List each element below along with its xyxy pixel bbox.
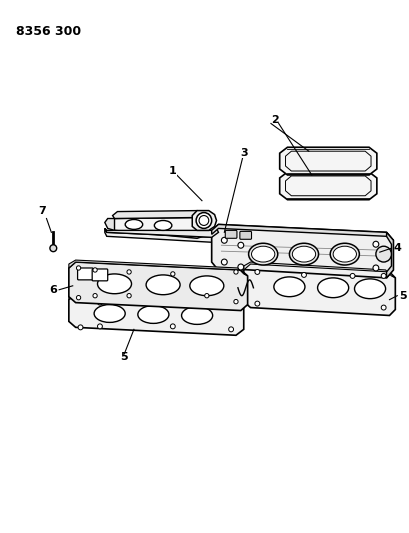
Polygon shape bbox=[386, 232, 392, 278]
Circle shape bbox=[254, 270, 259, 274]
Circle shape bbox=[380, 305, 385, 310]
Ellipse shape bbox=[354, 279, 384, 298]
Polygon shape bbox=[69, 260, 247, 276]
Ellipse shape bbox=[329, 243, 359, 265]
Ellipse shape bbox=[154, 221, 171, 230]
Circle shape bbox=[78, 325, 83, 330]
Ellipse shape bbox=[289, 243, 318, 265]
Text: 5: 5 bbox=[398, 290, 406, 301]
Ellipse shape bbox=[189, 276, 223, 296]
Ellipse shape bbox=[333, 246, 355, 262]
Circle shape bbox=[76, 295, 81, 300]
Polygon shape bbox=[243, 262, 394, 278]
Circle shape bbox=[349, 273, 354, 278]
Text: 4: 4 bbox=[392, 243, 400, 253]
Circle shape bbox=[237, 243, 243, 248]
Polygon shape bbox=[105, 219, 114, 230]
Circle shape bbox=[372, 265, 378, 271]
Polygon shape bbox=[285, 176, 370, 196]
Polygon shape bbox=[105, 229, 218, 237]
Ellipse shape bbox=[137, 305, 169, 324]
Circle shape bbox=[221, 259, 227, 265]
Polygon shape bbox=[69, 294, 243, 335]
Polygon shape bbox=[69, 262, 247, 311]
Circle shape bbox=[372, 241, 378, 247]
Polygon shape bbox=[279, 147, 376, 175]
Circle shape bbox=[170, 302, 175, 307]
Circle shape bbox=[380, 273, 385, 278]
Ellipse shape bbox=[292, 246, 315, 262]
Text: 7: 7 bbox=[38, 206, 45, 215]
Circle shape bbox=[170, 324, 175, 329]
Circle shape bbox=[375, 246, 391, 262]
Circle shape bbox=[228, 301, 233, 306]
Circle shape bbox=[93, 268, 97, 272]
Circle shape bbox=[301, 272, 306, 277]
Ellipse shape bbox=[146, 275, 180, 295]
FancyBboxPatch shape bbox=[77, 268, 93, 280]
Polygon shape bbox=[69, 292, 243, 308]
FancyBboxPatch shape bbox=[225, 230, 236, 238]
Circle shape bbox=[93, 294, 97, 298]
Text: 1: 1 bbox=[169, 166, 176, 176]
Polygon shape bbox=[211, 224, 392, 240]
Polygon shape bbox=[109, 217, 214, 238]
Circle shape bbox=[78, 297, 83, 302]
FancyBboxPatch shape bbox=[92, 269, 108, 281]
Circle shape bbox=[127, 270, 131, 274]
Ellipse shape bbox=[97, 274, 131, 294]
Circle shape bbox=[97, 300, 102, 305]
Circle shape bbox=[228, 327, 233, 332]
Circle shape bbox=[198, 215, 208, 225]
Ellipse shape bbox=[317, 278, 348, 297]
Ellipse shape bbox=[125, 220, 142, 229]
Text: 6: 6 bbox=[49, 285, 57, 295]
Polygon shape bbox=[243, 264, 394, 316]
Ellipse shape bbox=[94, 304, 125, 322]
Circle shape bbox=[254, 301, 259, 306]
Text: 3: 3 bbox=[239, 148, 247, 158]
Circle shape bbox=[170, 272, 175, 276]
Text: 5: 5 bbox=[120, 352, 128, 362]
Circle shape bbox=[196, 213, 211, 229]
Circle shape bbox=[237, 264, 243, 270]
Circle shape bbox=[50, 245, 56, 252]
Circle shape bbox=[127, 294, 131, 298]
Circle shape bbox=[97, 324, 102, 329]
Text: 8356 300: 8356 300 bbox=[16, 25, 81, 37]
Circle shape bbox=[221, 237, 227, 243]
Polygon shape bbox=[105, 229, 218, 243]
Circle shape bbox=[233, 300, 238, 304]
Circle shape bbox=[76, 266, 81, 270]
Polygon shape bbox=[192, 211, 216, 230]
Polygon shape bbox=[285, 151, 370, 171]
Polygon shape bbox=[279, 172, 376, 200]
Ellipse shape bbox=[248, 243, 277, 265]
Polygon shape bbox=[112, 211, 211, 222]
Circle shape bbox=[233, 270, 238, 274]
Polygon shape bbox=[211, 224, 392, 278]
Ellipse shape bbox=[251, 246, 274, 262]
Ellipse shape bbox=[273, 277, 304, 297]
Circle shape bbox=[204, 294, 209, 298]
FancyBboxPatch shape bbox=[239, 231, 251, 239]
Ellipse shape bbox=[181, 306, 212, 325]
Text: 2: 2 bbox=[270, 115, 278, 125]
